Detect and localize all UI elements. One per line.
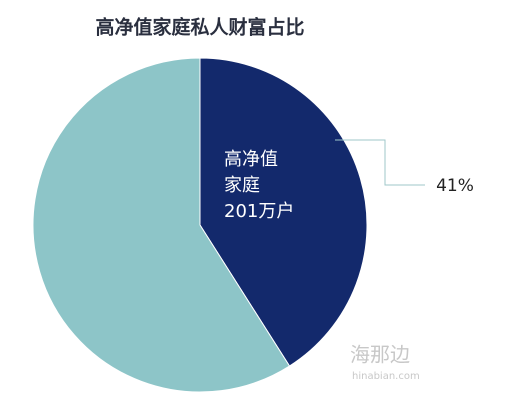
pie-slice [32,57,291,393]
leader-line [335,139,425,186]
slice-label: 201万户 [224,201,294,222]
watermark: 海那边 [350,343,410,367]
pie-slice [199,57,368,367]
watermark: hinabian.com [352,371,420,382]
chart-title: 高净值家庭私人财富占比 [95,16,304,39]
slice-label: 高净值 [224,149,278,170]
value-label: 41% [436,176,474,196]
slice-label: 家庭 [224,175,260,196]
